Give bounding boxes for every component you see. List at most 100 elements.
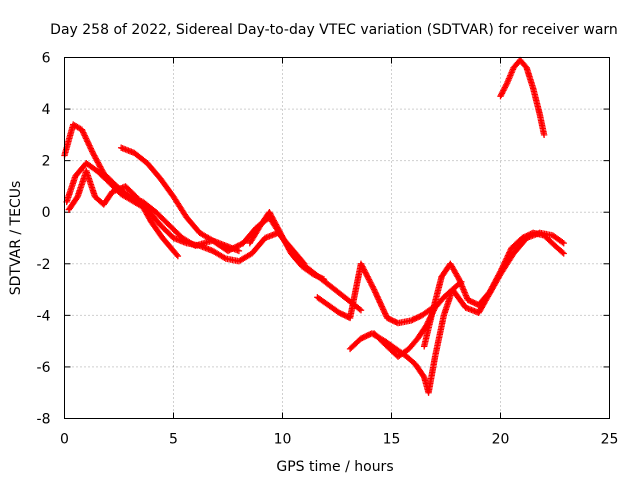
data-point: [367, 280, 375, 288]
x-tick-label: 15: [383, 432, 401, 448]
data-point: [504, 253, 511, 261]
data-point: [84, 138, 91, 145]
data-point: [356, 305, 363, 313]
data-point: [364, 273, 371, 280]
data-point: [88, 148, 96, 155]
data-point: [320, 276, 328, 283]
data-point: [382, 311, 390, 319]
series-track-5: [246, 209, 328, 283]
y-tick-label: 2: [42, 154, 51, 170]
x-tick-label: 20: [492, 432, 510, 448]
data-point: [500, 262, 507, 269]
series-track-7: [346, 278, 465, 396]
data-point: [498, 91, 505, 98]
data-point: [501, 259, 508, 267]
data-point: [81, 132, 88, 139]
data-point: [369, 283, 376, 290]
data-point: [78, 126, 86, 133]
series-track-6: [314, 260, 437, 327]
data-point: [235, 247, 243, 255]
data-point: [374, 293, 381, 300]
data-point: [359, 264, 367, 272]
data-point: [82, 135, 90, 142]
data-point: [502, 82, 509, 90]
data-point: [371, 287, 378, 295]
data-point: [84, 139, 92, 146]
y-axis-label: SDTVAR / TECUs: [8, 181, 24, 296]
axis-ticks: 0 5 10 15 20 25 -8 -6 -4 -2 0 2 4 6: [37, 51, 619, 448]
data-point: [503, 255, 510, 262]
data-point: [366, 277, 373, 285]
data-point: [368, 282, 376, 289]
data-point: [357, 260, 365, 267]
data-point: [88, 146, 95, 154]
data-point: [359, 263, 366, 270]
data-point: [361, 267, 368, 275]
y-tick-label: -4: [37, 308, 51, 324]
plot-frame: [64, 57, 610, 419]
data-point: [502, 256, 510, 264]
data-point: [498, 90, 506, 97]
data-point: [83, 136, 90, 144]
data-point: [505, 250, 512, 258]
x-tick-label: 5: [169, 432, 178, 448]
data-point: [503, 81, 510, 88]
data-point: [502, 258, 509, 265]
data-point: [500, 261, 508, 268]
data-point: [174, 252, 182, 260]
data-point: [362, 270, 370, 278]
data-point: [365, 276, 373, 283]
data-point: [378, 301, 385, 309]
data-point: [370, 286, 378, 293]
data-point: [499, 88, 506, 96]
data-point: [86, 143, 94, 151]
y-tick-label: -8: [37, 412, 51, 428]
data-point: [497, 266, 505, 274]
data-point: [560, 239, 567, 247]
data-point: [376, 297, 383, 305]
grid-lines: [64, 57, 610, 419]
chart-title: Day 258 of 2022, Sidereal Day-to-day VTE…: [50, 22, 618, 38]
series-track-4: [117, 144, 243, 255]
data-point: [365, 274, 372, 282]
data-point: [506, 248, 514, 255]
data-point: [506, 249, 513, 256]
x-tick-label: 0: [60, 432, 69, 448]
data-point: [173, 251, 180, 258]
data-point: [376, 299, 384, 306]
data-point: [380, 307, 388, 315]
data-point: [208, 236, 215, 243]
data-point: [357, 307, 365, 314]
data-point: [420, 372, 427, 380]
series-track-3: [65, 167, 182, 260]
y-tick-label: -6: [37, 360, 51, 376]
data-point: [85, 141, 92, 148]
data-point: [559, 249, 566, 256]
data-point: [80, 130, 88, 138]
data-point: [500, 87, 507, 94]
data-point: [560, 250, 567, 257]
y-tick-label: 6: [42, 51, 51, 67]
data-point: [362, 269, 369, 276]
data-point: [360, 266, 368, 273]
data-point: [379, 304, 386, 312]
data-point: [498, 265, 506, 272]
y-tick-label: 0: [42, 205, 51, 221]
data-point: [496, 269, 503, 277]
data-point: [381, 310, 389, 317]
data-point: [381, 309, 388, 316]
x-tick-label: 25: [601, 432, 619, 448]
data-point: [499, 263, 506, 271]
y-tick-label: 4: [42, 102, 51, 118]
data-points: [61, 56, 567, 396]
y-tick-label: -2: [37, 257, 51, 273]
data-point: [80, 129, 87, 136]
data-point: [372, 290, 380, 298]
series-track-9: [421, 229, 567, 350]
data-point: [372, 289, 379, 296]
data-point: [82, 133, 89, 141]
data-point: [221, 254, 228, 261]
series-track-10: [497, 56, 548, 139]
data-point: [378, 303, 386, 310]
series-track-8: [370, 229, 567, 360]
